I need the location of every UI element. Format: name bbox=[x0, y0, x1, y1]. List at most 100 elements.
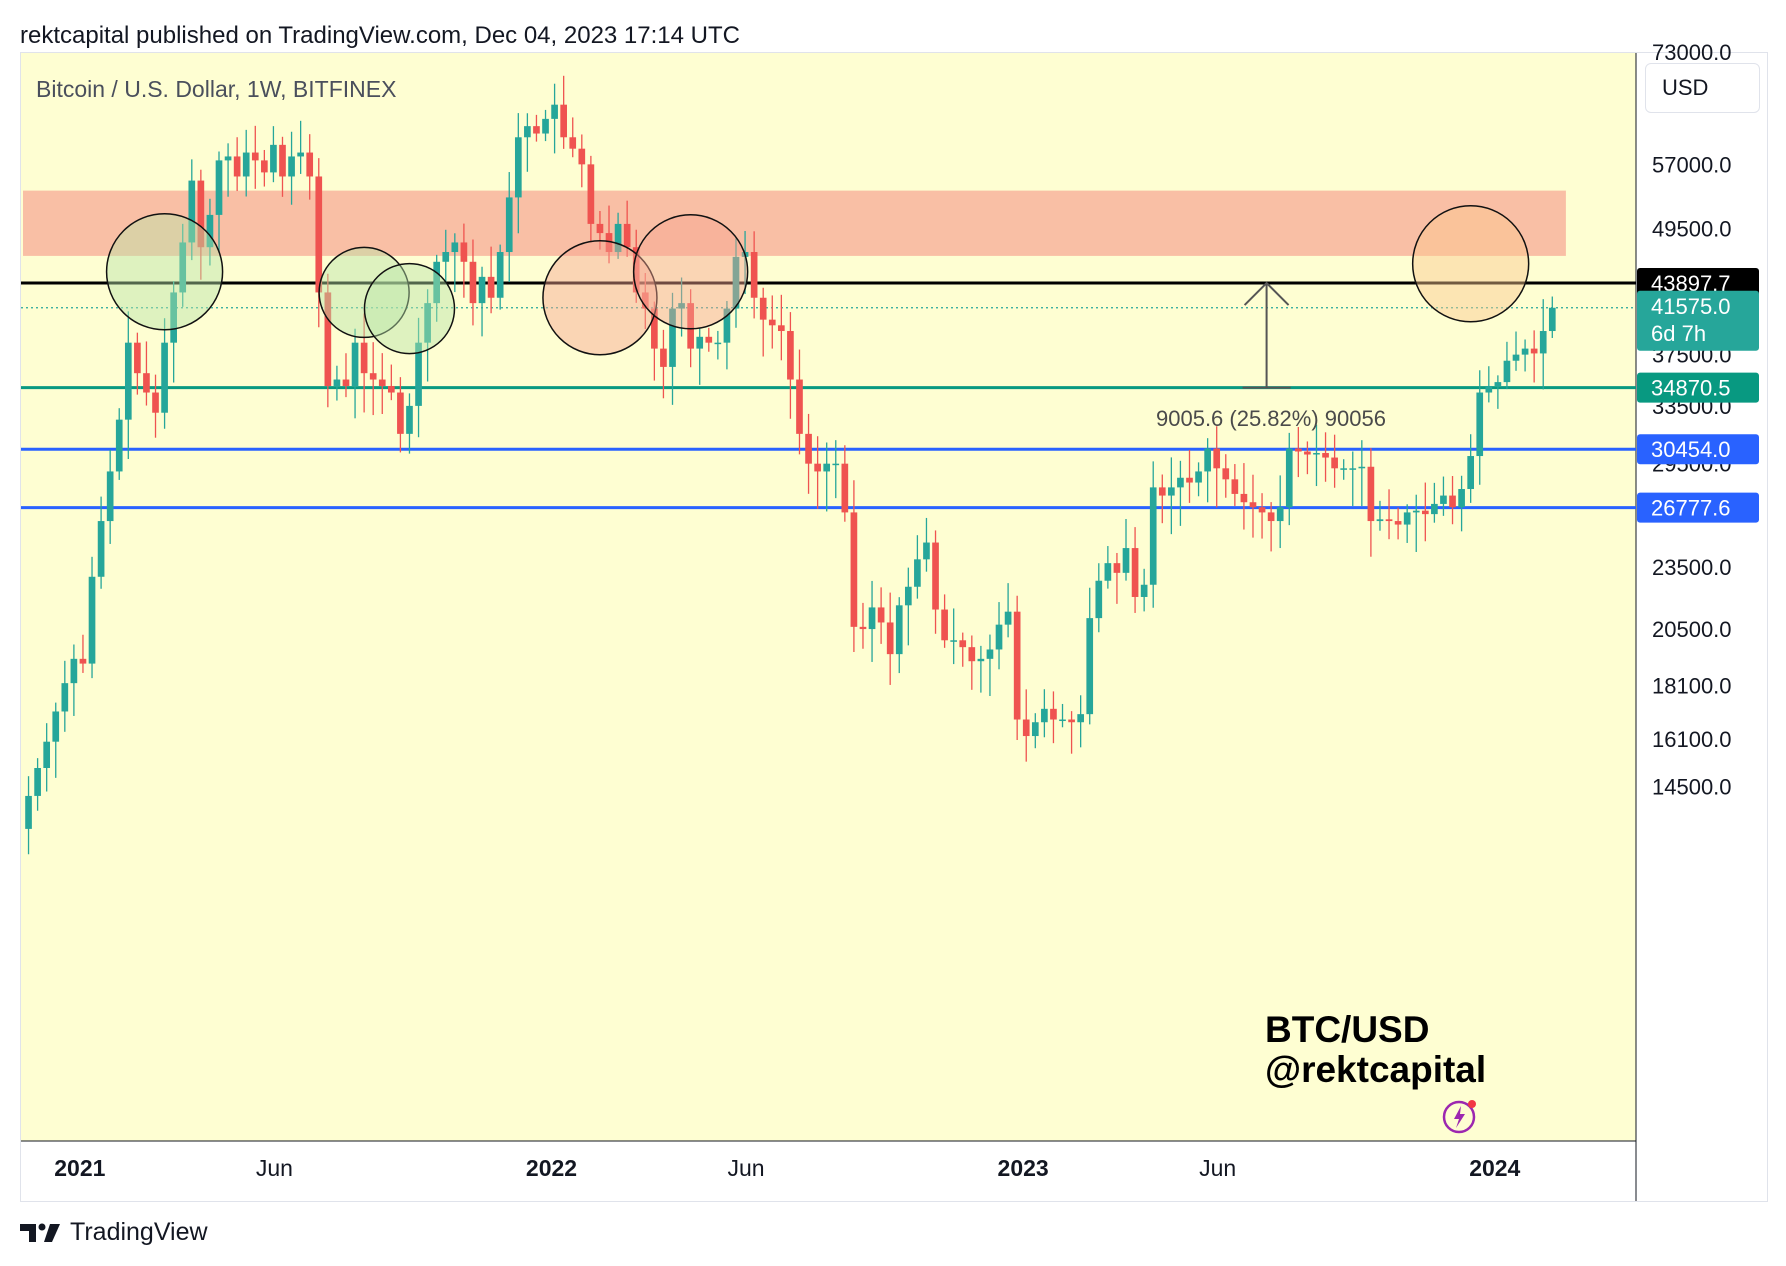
candle[interactable] bbox=[1485, 366, 1493, 403]
candle[interactable] bbox=[533, 114, 540, 142]
candle[interactable] bbox=[1367, 448, 1375, 557]
candle[interactable] bbox=[1358, 440, 1366, 507]
currency-button[interactable]: USD bbox=[1645, 63, 1760, 113]
candle[interactable] bbox=[496, 244, 504, 310]
candle[interactable] bbox=[732, 238, 740, 328]
candle[interactable] bbox=[1340, 459, 1348, 480]
candle[interactable] bbox=[270, 126, 277, 183]
candle[interactable] bbox=[932, 530, 939, 634]
candle[interactable] bbox=[1494, 375, 1502, 409]
candle[interactable] bbox=[1421, 482, 1429, 542]
candle[interactable] bbox=[895, 597, 903, 674]
candle[interactable] bbox=[134, 332, 141, 395]
candle[interactable] bbox=[660, 329, 667, 399]
candle[interactable] bbox=[914, 535, 921, 599]
candle[interactable] bbox=[415, 317, 422, 438]
candle[interactable] bbox=[904, 567, 912, 646]
candle[interactable] bbox=[977, 645, 985, 693]
candle[interactable] bbox=[714, 330, 722, 360]
candle[interactable] bbox=[587, 155, 595, 243]
candle[interactable] bbox=[179, 223, 187, 307]
candle[interactable] bbox=[669, 292, 676, 405]
candle[interactable] bbox=[442, 229, 450, 284]
candle[interactable] bbox=[1403, 504, 1411, 543]
candle[interactable] bbox=[487, 246, 495, 314]
candle[interactable] bbox=[1394, 507, 1402, 540]
candle[interactable] bbox=[406, 393, 413, 454]
candle[interactable] bbox=[124, 311, 132, 459]
candle[interactable] bbox=[524, 113, 531, 172]
candle[interactable] bbox=[170, 281, 177, 383]
candle[interactable] bbox=[233, 137, 241, 192]
candle[interactable] bbox=[1086, 587, 1094, 725]
annotation-circle-green[interactable] bbox=[105, 213, 224, 331]
candle[interactable] bbox=[1331, 434, 1338, 488]
candle[interactable] bbox=[460, 223, 468, 298]
candle[interactable] bbox=[79, 634, 87, 673]
candle[interactable] bbox=[1258, 493, 1266, 539]
candle[interactable] bbox=[641, 273, 649, 330]
candle[interactable] bbox=[1458, 475, 1465, 532]
candle[interactable] bbox=[1041, 689, 1048, 738]
candle[interactable] bbox=[106, 449, 114, 544]
candle[interactable] bbox=[796, 349, 803, 455]
candle[interactable] bbox=[261, 149, 268, 187]
candle[interactable] bbox=[1186, 449, 1193, 503]
candle[interactable] bbox=[705, 327, 713, 352]
candle[interactable] bbox=[1548, 296, 1556, 338]
candle[interactable] bbox=[52, 702, 60, 778]
candle[interactable] bbox=[1213, 426, 1221, 508]
candle[interactable] bbox=[1313, 424, 1320, 487]
candle[interactable] bbox=[1349, 451, 1357, 506]
candle[interactable] bbox=[43, 723, 51, 792]
candle[interactable] bbox=[1521, 339, 1529, 372]
candle[interactable] bbox=[578, 134, 586, 188]
candle[interactable] bbox=[360, 313, 368, 413]
candle[interactable] bbox=[1304, 441, 1311, 475]
candle[interactable] bbox=[596, 210, 604, 250]
candle[interactable] bbox=[787, 312, 794, 419]
candle[interactable] bbox=[1267, 502, 1275, 552]
annotation-circle-red[interactable] bbox=[632, 214, 749, 330]
candle[interactable] bbox=[388, 364, 395, 401]
candle[interactable] bbox=[315, 158, 323, 328]
candle[interactable] bbox=[542, 109, 549, 142]
candle[interactable] bbox=[1158, 474, 1166, 524]
candle[interactable] bbox=[1512, 331, 1520, 371]
candle[interactable] bbox=[25, 776, 32, 855]
candle[interactable] bbox=[1476, 370, 1484, 485]
candle[interactable] bbox=[1122, 518, 1130, 581]
candle[interactable] bbox=[1059, 703, 1066, 728]
candle[interactable] bbox=[333, 365, 341, 401]
candle[interactable] bbox=[1104, 546, 1112, 589]
candle[interactable] bbox=[143, 341, 150, 406]
candle[interactable] bbox=[1168, 457, 1175, 535]
candle[interactable] bbox=[1276, 475, 1284, 549]
candle[interactable] bbox=[959, 632, 967, 667]
candle[interactable] bbox=[188, 159, 196, 261]
candle[interactable] bbox=[70, 644, 78, 716]
annotation-circle-red[interactable] bbox=[542, 240, 658, 356]
candle[interactable] bbox=[814, 436, 821, 509]
candle[interactable] bbox=[1385, 489, 1393, 540]
candle[interactable] bbox=[97, 496, 105, 589]
candle[interactable] bbox=[1113, 552, 1121, 604]
candle[interactable] bbox=[1231, 464, 1239, 506]
candle[interactable] bbox=[297, 120, 304, 174]
candle[interactable] bbox=[995, 602, 1003, 670]
candle[interactable] bbox=[569, 117, 577, 158]
candle[interactable] bbox=[859, 602, 867, 649]
candle[interactable] bbox=[750, 231, 758, 319]
candle[interactable] bbox=[324, 273, 332, 408]
candle[interactable] bbox=[1022, 689, 1030, 762]
candle[interactable] bbox=[886, 592, 894, 685]
annotation-circle-green[interactable] bbox=[363, 262, 456, 355]
candle[interactable] bbox=[950, 608, 958, 665]
candle[interactable] bbox=[1095, 563, 1103, 633]
candle[interactable] bbox=[986, 634, 994, 697]
candle[interactable] bbox=[941, 594, 948, 648]
candle[interactable] bbox=[759, 287, 767, 357]
candle[interactable] bbox=[1431, 482, 1438, 523]
candle[interactable] bbox=[1131, 527, 1139, 613]
candle[interactable] bbox=[369, 342, 377, 416]
